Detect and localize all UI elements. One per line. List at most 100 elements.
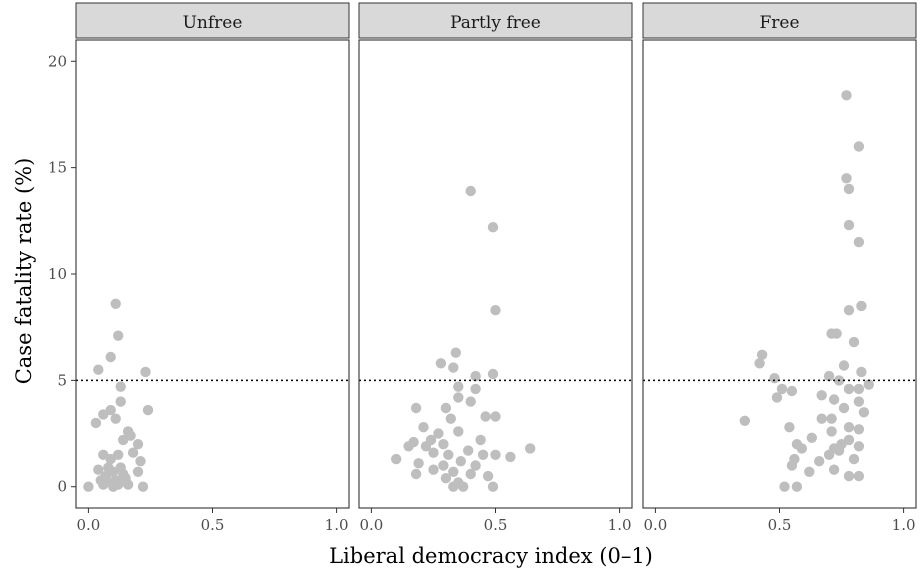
data-point xyxy=(828,394,840,405)
y-axis: 0 5 10 15 20 xyxy=(48,52,76,496)
data-point xyxy=(843,434,855,446)
data-point xyxy=(843,383,855,395)
data-point xyxy=(453,392,464,403)
data-point xyxy=(125,430,136,441)
data-point xyxy=(105,404,116,416)
data-point xyxy=(428,447,439,458)
data-point xyxy=(823,370,835,382)
x-axis-title: Liberal democracy index (0–1) xyxy=(329,544,653,568)
y-tick-label: 0 xyxy=(57,478,67,496)
data-point xyxy=(779,481,790,492)
data-point xyxy=(132,439,144,450)
y-tick-label: 15 xyxy=(48,159,67,177)
data-point xyxy=(410,402,422,414)
data-point xyxy=(831,328,842,339)
data-point xyxy=(428,464,439,475)
data-point xyxy=(132,466,144,477)
data-point xyxy=(448,481,459,492)
data-point xyxy=(435,358,447,369)
data-point xyxy=(95,475,107,486)
data-point xyxy=(470,383,481,395)
data-point xyxy=(443,449,454,460)
data-point xyxy=(93,364,104,375)
data-point xyxy=(863,379,874,390)
data-point xyxy=(122,479,134,490)
data-point xyxy=(843,422,855,433)
panel-strip xyxy=(358,2,633,39)
data-point xyxy=(440,402,452,414)
data-point xyxy=(806,432,817,443)
data-point xyxy=(413,458,424,469)
data-point xyxy=(418,422,429,433)
x-tick-label: 0.5 xyxy=(768,516,792,534)
data-point xyxy=(816,413,827,424)
x-tick-label: 0.0 xyxy=(76,516,100,534)
data-point xyxy=(487,481,499,492)
data-point xyxy=(445,413,456,424)
panel-title: Partly free xyxy=(450,13,541,33)
data-point xyxy=(448,362,459,373)
data-point xyxy=(115,396,126,407)
data-point xyxy=(403,441,414,452)
x-tick-label: 0.5 xyxy=(201,516,225,534)
data-point xyxy=(475,434,486,446)
data-point xyxy=(470,370,481,382)
data-point xyxy=(843,183,855,195)
data-point xyxy=(118,468,129,480)
data-point xyxy=(140,366,151,378)
y-tick-label: 10 xyxy=(48,265,67,283)
x-tick-label: 0.5 xyxy=(484,516,508,534)
data-point xyxy=(458,481,469,492)
data-point xyxy=(853,141,865,152)
data-point xyxy=(490,411,501,422)
data-point xyxy=(391,453,402,465)
panel-title: Free xyxy=(759,13,799,33)
data-point xyxy=(769,373,780,384)
data-point xyxy=(828,464,840,475)
panel-background xyxy=(76,40,349,508)
data-point xyxy=(853,470,865,482)
data-point xyxy=(438,439,449,450)
panel-strip xyxy=(642,2,917,39)
data-point xyxy=(856,300,867,312)
x-tick-label: 0.0 xyxy=(359,516,383,534)
data-point xyxy=(438,460,449,471)
data-point xyxy=(848,336,860,348)
data-point xyxy=(110,298,121,309)
data-point xyxy=(771,392,783,403)
data-point xyxy=(843,305,855,316)
panel-strip xyxy=(75,2,350,39)
data-point xyxy=(142,404,154,416)
data-point xyxy=(525,443,536,454)
data-point xyxy=(110,413,121,424)
y-axis-title: Case fatality rate (%) xyxy=(12,158,36,385)
data-point xyxy=(113,330,124,341)
data-point xyxy=(848,453,860,465)
data-point xyxy=(853,236,865,248)
data-points xyxy=(391,185,536,492)
data-point xyxy=(853,424,865,435)
data-point xyxy=(814,456,825,467)
data-point xyxy=(838,402,850,414)
data-point xyxy=(105,351,116,363)
data-point xyxy=(756,349,768,360)
panel-partly-free: Partly free 0.0 0.5 1.0 xyxy=(358,2,633,534)
data-point xyxy=(90,417,102,429)
data-point xyxy=(823,449,835,460)
data-point xyxy=(470,460,481,471)
data-point xyxy=(465,396,476,407)
data-point xyxy=(505,451,516,463)
data-point xyxy=(853,383,865,395)
data-point xyxy=(833,445,845,456)
data-point xyxy=(791,481,803,492)
panel-background xyxy=(643,40,916,508)
data-point xyxy=(410,468,422,480)
data-point xyxy=(826,426,837,437)
data-point xyxy=(465,468,476,480)
data-point xyxy=(93,464,104,475)
data-points xyxy=(83,298,154,492)
data-point xyxy=(816,390,827,401)
data-point xyxy=(105,453,116,465)
data-point xyxy=(137,481,149,492)
